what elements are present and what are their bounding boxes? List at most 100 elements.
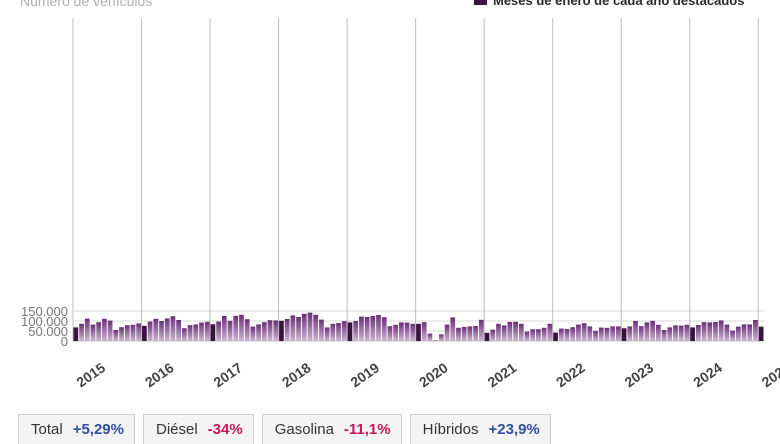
bar — [467, 326, 473, 341]
bar-january — [210, 324, 216, 341]
stat-total: Total +5,29% — [18, 414, 135, 444]
bar — [410, 323, 416, 341]
bar — [718, 320, 724, 341]
bar — [747, 324, 753, 341]
bar — [159, 321, 164, 341]
bar — [170, 316, 176, 341]
bar — [359, 316, 364, 341]
bar — [587, 326, 593, 341]
bar — [558, 328, 564, 341]
bar — [227, 320, 233, 341]
bar — [713, 322, 718, 341]
bar — [570, 327, 576, 341]
bar-january — [347, 322, 353, 341]
bar — [473, 326, 478, 341]
bar — [244, 319, 250, 341]
x-tick-label: 2020 — [416, 359, 451, 390]
bar-january — [758, 326, 764, 341]
chart: Número de vehículos Meses de enero de ca… — [20, 0, 780, 390]
bar — [261, 322, 267, 341]
bar — [393, 324, 399, 341]
bar — [633, 321, 638, 341]
stat-value: -34% — [207, 421, 243, 438]
bar — [399, 322, 404, 341]
bar — [604, 327, 610, 341]
bar-january — [73, 327, 79, 341]
bar — [438, 334, 444, 341]
y-tick-label: 50.000 — [28, 324, 68, 339]
bar — [461, 327, 467, 341]
bar — [593, 330, 598, 341]
bar — [513, 321, 518, 341]
bar — [661, 330, 667, 341]
bar-january — [416, 323, 421, 341]
bar — [273, 320, 279, 341]
bar — [753, 320, 758, 341]
bar — [102, 318, 107, 341]
bar — [627, 326, 633, 341]
bar — [387, 326, 393, 341]
bar — [741, 324, 747, 341]
bar — [444, 324, 450, 341]
bar — [301, 313, 307, 341]
legend-label: Meses de enero de cada año destacados — [493, 0, 744, 8]
bar — [610, 326, 616, 341]
bar — [695, 325, 701, 341]
bar — [307, 312, 313, 341]
bar-january — [279, 320, 284, 341]
bar-january — [484, 332, 490, 341]
bar — [153, 318, 159, 341]
stat-value: +5,29% — [72, 421, 124, 438]
bar — [176, 320, 182, 341]
stat-value: +23,9% — [488, 421, 540, 438]
bar — [79, 323, 84, 341]
bar — [113, 330, 119, 341]
bar — [644, 322, 650, 341]
bar — [96, 322, 102, 341]
x-axis-ticks: 2015 2016 2017 2018 2019 2020 2021 2022 2023 2024… — [73, 359, 780, 390]
stat-hibridos: Híbridos +23,9% — [409, 414, 551, 444]
x-tick-label: 2016 — [142, 359, 177, 390]
bar — [421, 322, 427, 341]
bar — [547, 323, 553, 341]
bar — [336, 323, 341, 341]
bar — [324, 327, 330, 341]
bar — [233, 315, 239, 341]
bar — [581, 323, 587, 341]
bar — [507, 322, 513, 341]
y-tick-label: 0 — [61, 334, 68, 349]
bar — [616, 326, 621, 341]
bar — [216, 321, 221, 341]
bar — [164, 318, 170, 341]
bar — [376, 315, 381, 341]
stat-label: Gasolina — [274, 421, 334, 438]
x-tick-label: 2019 — [347, 359, 382, 390]
bar — [124, 325, 130, 341]
y-tick-label: 100.000 — [21, 314, 68, 329]
bar — [330, 323, 336, 341]
bar — [107, 320, 113, 341]
y-axis-label: Número de vehículos — [20, 0, 152, 9]
bar — [284, 319, 290, 341]
bar — [290, 315, 296, 341]
x-tick-label: 2017 — [210, 359, 245, 390]
bar — [364, 317, 370, 341]
bar — [650, 320, 655, 341]
bar — [239, 314, 244, 341]
bar — [536, 329, 541, 341]
bar — [655, 324, 661, 341]
bar — [673, 325, 678, 341]
bar — [701, 322, 707, 341]
x-tick-label: 2015 — [73, 359, 108, 390]
bar — [381, 317, 387, 341]
stat-label: Total — [31, 421, 63, 438]
x-tick-label: 2018 — [279, 359, 314, 390]
bar-january — [553, 332, 558, 341]
y-tick-label: 150.000 — [21, 304, 68, 319]
year-dividers — [72, 18, 759, 341]
bar — [250, 326, 256, 341]
bar — [187, 325, 193, 341]
bar — [84, 318, 90, 341]
bar-january — [690, 327, 695, 341]
bar — [724, 324, 730, 341]
